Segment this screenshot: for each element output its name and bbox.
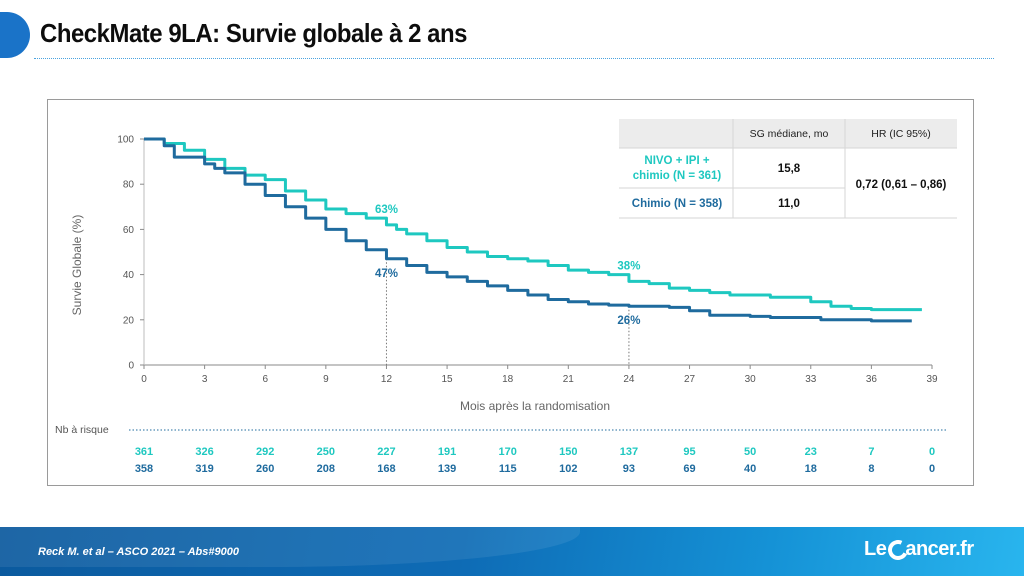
risk-value-chemo: 93	[623, 463, 635, 475]
table-header-hr: HR (IC 95%)	[871, 128, 931, 140]
risk-value-nivo: 95	[683, 446, 695, 458]
x-tick-label: 3	[202, 374, 208, 385]
x-tick-label: 12	[381, 374, 393, 385]
risk-value-nivo: 292	[256, 446, 274, 458]
risk-value-chemo: 319	[195, 463, 213, 475]
x-tick-label: 30	[745, 374, 757, 385]
risk-value-nivo: 7	[868, 446, 874, 458]
y-tick-label: 20	[123, 315, 135, 326]
stats-table: SG médiane, mo HR (IC 95%) NIVO + IPI + …	[619, 119, 957, 219]
x-tick-label: 33	[805, 374, 817, 385]
x-tick-label: 0	[141, 374, 147, 385]
risk-table-title: Nb à risque	[55, 424, 109, 436]
x-tick-label: 39	[926, 374, 938, 385]
x-tick-label: 36	[866, 374, 878, 385]
risk-value-chemo: 358	[135, 463, 153, 475]
table-row-nivo-median: 15,8	[778, 163, 801, 175]
risk-value-chemo: 69	[683, 463, 695, 475]
table-row-nivo-label-2: chimio (N = 361)	[633, 170, 722, 182]
risk-value-chemo: 260	[256, 463, 274, 475]
risk-value-nivo: 170	[499, 446, 517, 458]
footer-citation: Reck M. et al – ASCO 2021 – Abs#9000	[38, 546, 239, 558]
chemo-curve	[144, 137, 912, 323]
risk-value-chemo: 208	[317, 463, 335, 475]
footer-band	[0, 527, 1024, 576]
table-row-nivo-label-1: NIVO + IPI +	[644, 155, 709, 167]
corner-tab-decoration	[0, 12, 30, 58]
x-tick-label: 27	[684, 374, 696, 385]
risk-value-chemo: 102	[559, 463, 577, 475]
y-tick-label: 100	[117, 135, 134, 146]
x-tick-label: 18	[502, 374, 514, 385]
table-header-bg	[619, 119, 957, 148]
table-row-chemo-median: 11,0	[778, 198, 800, 210]
risk-value-chemo: 40	[744, 463, 756, 475]
risk-value-nivo: 50	[744, 446, 756, 458]
risk-value-nivo: 137	[620, 446, 638, 458]
y-tick-label: 0	[128, 361, 134, 372]
risk-value-chemo: 115	[499, 463, 517, 475]
y-axis-title: Survie Globale (%)	[70, 215, 84, 316]
x-axis-title: Mois après la randomisation	[460, 399, 610, 413]
table-row-chemo-label: Chimio (N = 358)	[632, 198, 723, 210]
risk-value-nivo: 250	[317, 446, 335, 458]
survival-rate-label: 38%	[617, 260, 640, 272]
risk-value-nivo: 227	[377, 446, 395, 458]
annotations: 63% 47% 38% 26%	[375, 204, 640, 327]
x-tick-label: 24	[623, 374, 635, 385]
risk-table: 361 358 326 319 292 260 250 208 227 168 191 139 170 1…	[135, 446, 935, 475]
risk-value-chemo: 139	[438, 463, 456, 475]
table-header-median: SG médiane, mo	[750, 128, 829, 140]
risk-value-nivo: 361	[135, 446, 153, 458]
x-tick-label: 15	[442, 374, 454, 385]
brand-logo[interactable]: Le ancer.fr	[864, 536, 974, 563]
y-tick-label: 40	[123, 270, 135, 281]
table-body-bg	[619, 148, 957, 218]
nivo-curve	[144, 137, 922, 312]
survival-rate-label: 26%	[617, 315, 640, 327]
slide-title: CheckMate 9LA: Survie globale à 2 ans	[40, 18, 467, 48]
y-tick-label: 60	[123, 225, 135, 236]
risk-value-nivo: 326	[195, 446, 213, 458]
title-divider	[34, 58, 994, 59]
risk-value-nivo: 23	[805, 446, 817, 458]
survival-curves	[144, 137, 922, 323]
x-tick-label: 21	[563, 374, 575, 385]
logo-prefix: Le	[864, 538, 887, 560]
risk-value-nivo: 191	[438, 446, 456, 458]
risk-value-chemo: 168	[377, 463, 395, 475]
risk-value-nivo: 150	[559, 446, 577, 458]
risk-value-chemo: 18	[805, 463, 817, 475]
survival-rate-label: 47%	[375, 268, 398, 280]
x-tick-label: 6	[262, 374, 268, 385]
x-tick-label: 9	[323, 374, 329, 385]
logo-word: ancer.fr	[905, 538, 974, 560]
table-hr-value: 0,72 (0,61 – 0,86)	[856, 179, 947, 191]
risk-value-chemo: 0	[929, 463, 935, 475]
survival-rate-label: 63%	[375, 204, 398, 216]
risk-value-nivo: 0	[929, 446, 935, 458]
y-tick-label: 80	[123, 180, 135, 191]
risk-value-chemo: 8	[868, 463, 874, 475]
